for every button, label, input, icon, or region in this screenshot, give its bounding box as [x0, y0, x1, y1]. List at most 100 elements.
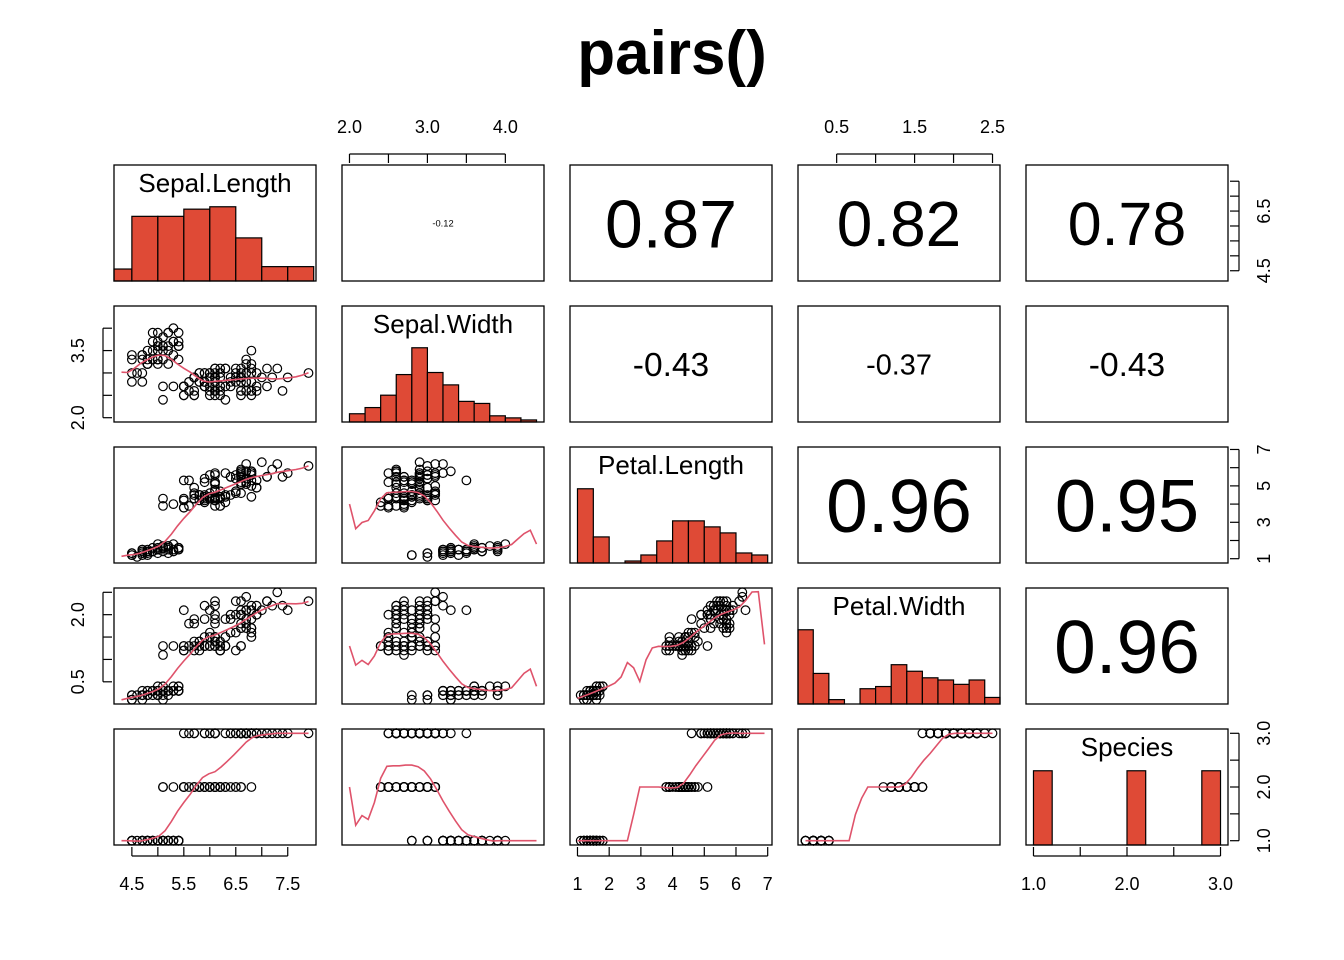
scatter-point [414, 782, 425, 792]
scatter-point [168, 336, 179, 347]
scatter-point [686, 614, 697, 624]
histogram-bar [828, 699, 846, 705]
scatter-point [705, 600, 716, 611]
scatter-point [422, 614, 433, 624]
histogram-bar [157, 215, 185, 282]
scatter-point [210, 614, 220, 624]
scatter-point [303, 596, 314, 607]
scatter-point [199, 614, 210, 624]
panel-border [569, 446, 773, 564]
histogram-bar [411, 347, 429, 423]
right-axis-Species: 1.0 2.0 3.0 [1230, 721, 1274, 853]
axis-tick-label: 6 [731, 874, 741, 894]
scatter-point [225, 381, 236, 392]
histogram-bar [348, 413, 366, 423]
correlation-label: 0.96 [1054, 605, 1200, 689]
histogram-bar [473, 402, 491, 423]
scatter-point [178, 381, 189, 392]
panel-1-1: Sepal.Length [113, 164, 317, 282]
scatter-point [184, 377, 194, 387]
scatter-point [399, 471, 409, 482]
smooth-line [348, 632, 538, 692]
smooth-line [805, 732, 993, 842]
histogram-bar [1126, 770, 1147, 846]
scatter-point [220, 363, 231, 374]
panel-border [113, 728, 317, 846]
scatter-point [262, 471, 272, 482]
axis-tick-label: 4.0 [493, 117, 518, 137]
scatter-point [277, 386, 288, 396]
scatter-point [383, 609, 394, 620]
scatter-point [422, 609, 433, 620]
scatter-point [689, 782, 700, 792]
axis-tick-label: 6.5 [223, 874, 248, 894]
scatter-point [178, 495, 189, 506]
scatter-point [220, 632, 231, 642]
correlation-label: 0.95 [1055, 465, 1199, 548]
scatter-point [152, 327, 163, 338]
left-axis-Sepal.Width: 2.0 3.5 [68, 327, 112, 430]
scatter-point [399, 501, 409, 511]
panel-1-4: 0.82 [797, 164, 1001, 282]
scatter-point [414, 482, 425, 493]
panel-border [113, 587, 317, 705]
histogram-bar [592, 536, 610, 564]
scatter-point [236, 386, 246, 396]
correlation-label: -0.37 [866, 349, 932, 381]
panel-border [1025, 446, 1229, 564]
histogram-bar [287, 266, 315, 282]
scatter-point [461, 475, 472, 486]
histogram-bar [457, 400, 475, 423]
scatter-point [163, 548, 174, 559]
scatter-point [438, 468, 448, 479]
scatter-point [178, 475, 189, 486]
scatter-point [430, 632, 441, 642]
scatter-point [262, 381, 272, 392]
scatter-point [215, 363, 226, 374]
scatter-point [246, 491, 257, 502]
scatter-point [686, 728, 697, 739]
axis-tick-label: 1 [572, 874, 582, 894]
scatter-point [158, 332, 168, 343]
scatter-point [158, 650, 168, 660]
scatter-point [194, 490, 205, 500]
scatter-point [199, 490, 210, 500]
scatter-point [430, 596, 441, 607]
panel-border [569, 164, 773, 282]
scatter-point [708, 600, 719, 611]
scatter-point [686, 645, 697, 656]
scatter-point [391, 471, 402, 482]
scatter-point [126, 690, 137, 701]
scatter-point [251, 482, 262, 493]
scatter-point [909, 782, 920, 792]
scatter-point [272, 587, 283, 598]
scatter-point [585, 685, 596, 696]
scatter-point [158, 782, 168, 792]
histogram-bar [426, 371, 444, 423]
panel-border [341, 587, 545, 705]
axis-tick-label: 4.5 [119, 874, 144, 894]
scatter-point [453, 544, 464, 555]
axis-tick-label: 3 [636, 874, 646, 894]
correlation-label: 0.82 [837, 188, 961, 260]
scatter-point [383, 627, 394, 638]
correlation-label: 0.78 [1068, 190, 1186, 258]
scatter-point [262, 596, 272, 607]
histogram-bar [937, 679, 955, 705]
axis-tick-label: 3.0 [1208, 874, 1233, 894]
axis-tick-label: 1.5 [902, 117, 927, 137]
scatter-point [220, 497, 231, 508]
scatter-point [178, 502, 189, 513]
panel-2-2: Sepal.Width [341, 305, 545, 423]
axis-tick-label: 3 [1254, 517, 1274, 527]
panel-border [341, 164, 545, 282]
axis-tick-label: 2.0 [1114, 874, 1139, 894]
scatter-point [430, 488, 441, 499]
scatter-point [168, 544, 179, 555]
scatter-point [272, 459, 283, 469]
scatter-point [210, 596, 220, 607]
scatter-point [158, 394, 168, 405]
scatter-point [199, 381, 210, 392]
scatter-point [262, 363, 272, 374]
scatter-point [445, 544, 456, 555]
